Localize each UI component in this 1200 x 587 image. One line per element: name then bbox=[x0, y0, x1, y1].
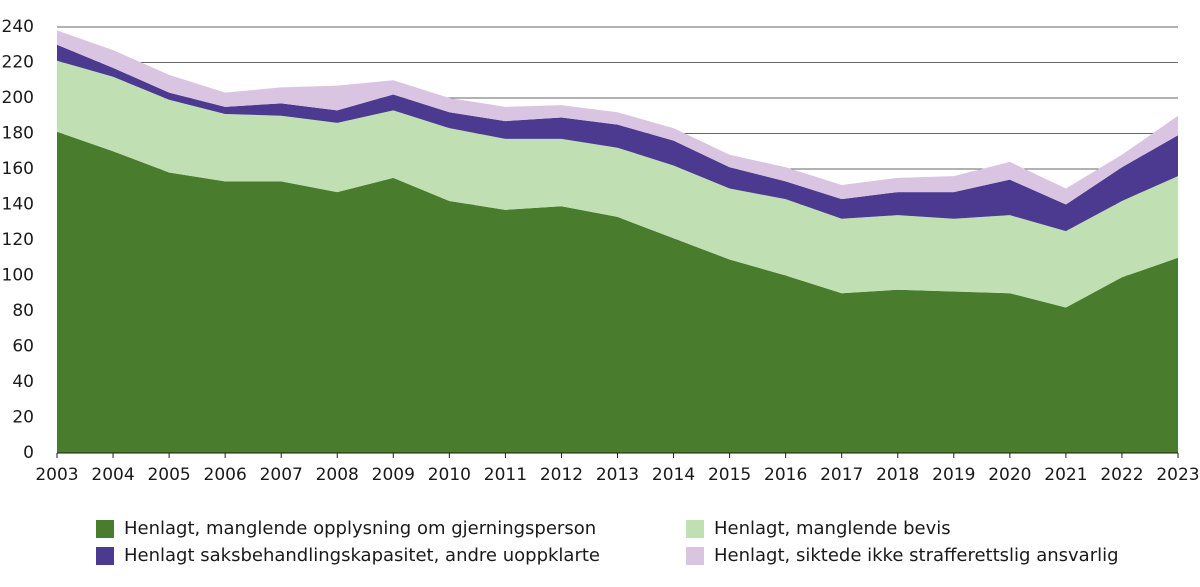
x-tick-label: 2017 bbox=[820, 465, 863, 485]
area bbox=[57, 60, 1178, 308]
x-tick-label: 2018 bbox=[876, 465, 919, 485]
y-tick-label: 120 bbox=[2, 230, 34, 250]
x-tick-label: 2007 bbox=[260, 465, 303, 485]
x-tick-label: 2023 bbox=[1156, 465, 1199, 485]
legend-label: Henlagt saksbehandlingskapasitet, andre … bbox=[124, 545, 600, 566]
y-tick-label: 60 bbox=[12, 337, 34, 357]
x-tick-label: 2012 bbox=[540, 465, 583, 485]
y-tick-label: 0 bbox=[23, 443, 34, 463]
legend-swatch bbox=[96, 547, 114, 565]
x-tick-label: 2016 bbox=[764, 465, 807, 485]
x-tick-label: 2008 bbox=[316, 465, 359, 485]
y-tick-label: 20 bbox=[12, 408, 34, 428]
y-tick-label: 220 bbox=[2, 53, 34, 73]
legend-label: Henlagt, manglende opplysning om gjernin… bbox=[124, 518, 596, 539]
y-tick-label: 80 bbox=[12, 301, 34, 321]
x-tick-label: 2005 bbox=[147, 465, 190, 485]
x-tick-label: 2022 bbox=[1100, 465, 1143, 485]
x-tick-label: 2004 bbox=[91, 465, 134, 485]
y-tick-label: 140 bbox=[2, 195, 34, 215]
x-tick-label: 2009 bbox=[372, 465, 415, 485]
area bbox=[57, 44, 1178, 232]
legend-swatch bbox=[686, 547, 704, 565]
y-tick-label: 240 bbox=[2, 17, 34, 37]
y-tick-label: 160 bbox=[2, 159, 34, 179]
y-tick-label: 40 bbox=[12, 372, 34, 392]
x-tick-label: 2014 bbox=[652, 465, 695, 485]
y-tick-label: 180 bbox=[2, 124, 34, 144]
x-tick-label: 2003 bbox=[35, 465, 78, 485]
x-tick-label: 2021 bbox=[1044, 465, 1087, 485]
x-tick-label: 2020 bbox=[988, 465, 1031, 485]
area bbox=[57, 30, 1178, 205]
legend-label: Henlagt, siktede ikke strafferettslig an… bbox=[714, 545, 1119, 566]
y-tick-label: 200 bbox=[2, 88, 34, 108]
area bbox=[57, 131, 1178, 453]
x-tick-label: 2015 bbox=[708, 465, 751, 485]
x-tick-label: 2010 bbox=[428, 465, 471, 485]
x-tick-label: 2011 bbox=[484, 465, 527, 485]
x-tick-label: 2019 bbox=[932, 465, 975, 485]
legend-swatch bbox=[96, 520, 114, 538]
legend-swatch bbox=[686, 520, 704, 538]
x-tick-label: 2006 bbox=[204, 465, 247, 485]
x-tick-label: 2013 bbox=[596, 465, 639, 485]
y-tick-label: 100 bbox=[2, 266, 34, 286]
legend-label: Henlagt, manglende bevis bbox=[714, 518, 951, 539]
